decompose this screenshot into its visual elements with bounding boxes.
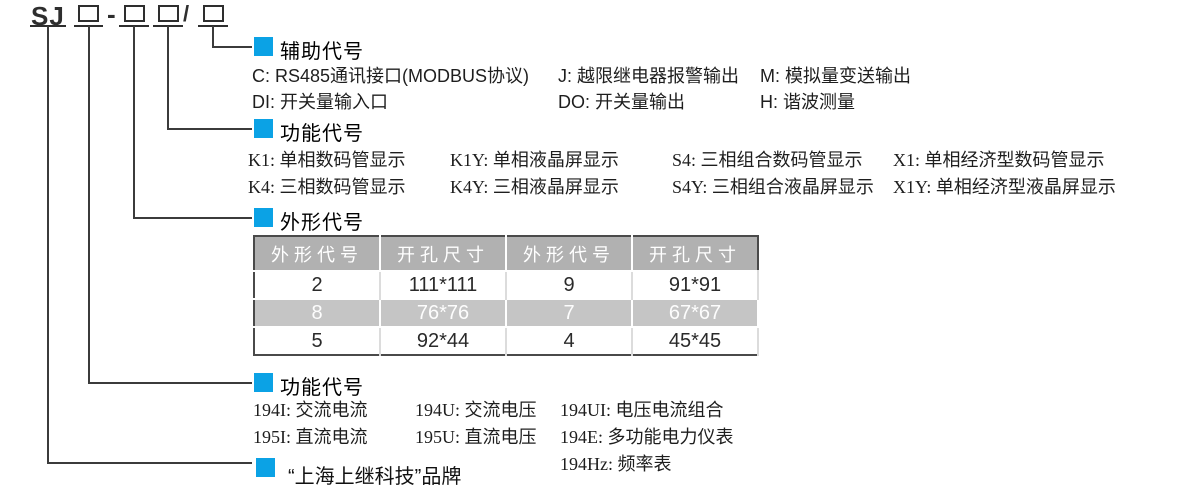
- connector-line-function-type: [88, 382, 252, 384]
- model-code-box-4: [203, 5, 224, 22]
- section-title-auxiliary: 辅助代号: [280, 41, 364, 63]
- function-display-item: K1: 单相数码管显示: [248, 150, 406, 170]
- function-type-item: 194I: 交流电流: [253, 400, 368, 420]
- table-header-cell: 外形代号: [254, 236, 381, 271]
- auxiliary-item: J: 越限继电器报警输出: [558, 66, 740, 86]
- table-row: 2 111*111 9 91*91: [254, 271, 759, 299]
- function-display-column-1: K1: 单相数码管显示 K4: 三相数码管显示: [248, 147, 406, 201]
- function-display-item: K4: 三相数码管显示: [248, 177, 406, 197]
- function-type-item: 194UI: 电压电流组合: [560, 400, 724, 420]
- auxiliary-column-1: C: RS485通讯接口(MODBUS协议) DI: 开关量输入口: [252, 63, 529, 115]
- function-display-item: X1Y: 单相经济型液晶屏显示: [893, 177, 1116, 197]
- function-type-column-3: 194UI: 电压电流组合 194E: 多功能电力仪表 194Hz: 频率表: [560, 397, 734, 478]
- table-header-row: 外形代号 开孔尺寸 外形代号 开孔尺寸: [254, 236, 758, 271]
- table-cell: 91*91: [632, 271, 759, 299]
- function-display-column-2: K1Y: 单相液晶屏显示 K4Y: 三相液晶屏显示: [450, 147, 619, 201]
- auxiliary-item: H: 谐波测量: [760, 92, 856, 112]
- auxiliary-item: C: RS485通讯接口(MODBUS协议): [252, 66, 530, 86]
- function-display-column-3: S4: 三相组合数码管显示 S4Y: 三相组合液晶屏显示: [672, 147, 874, 201]
- function-type-column-2: 194U: 交流电压 195U: 直流电压: [415, 397, 537, 451]
- model-code-box-2: [124, 5, 145, 22]
- function-type-column-1: 194I: 交流电流 195I: 直流电流: [253, 397, 368, 451]
- section-title-function-display: 功能代号: [280, 123, 364, 145]
- table-row: 8 76*76 7 67*67: [254, 299, 759, 327]
- model-code-box-1: [78, 5, 99, 22]
- model-code-slash: /: [183, 1, 190, 26]
- function-type-item: 194Hz: 频率表: [560, 454, 672, 474]
- connector-line-brand: [47, 462, 252, 464]
- section-title-function-type: 功能代号: [280, 377, 364, 399]
- function-display-item: K4Y: 三相液晶屏显示: [450, 177, 619, 197]
- auxiliary-column-3: M: 模拟量变送输出 H: 谐波测量: [760, 63, 911, 115]
- table-header-cell: 外形代号: [506, 236, 633, 271]
- connector-line-function-display: [167, 26, 169, 130]
- blue-square-icon: [254, 208, 273, 227]
- function-display-item: K1Y: 单相液晶屏显示: [450, 150, 619, 170]
- blue-square-icon: [256, 458, 275, 477]
- connector-line-brand: [47, 26, 49, 464]
- auxiliary-item: DO: 开关量输出: [558, 92, 686, 112]
- section-title-shape: 外形代号: [280, 212, 364, 234]
- blue-square-icon: [254, 37, 273, 56]
- connector-line-shape: [133, 26, 135, 219]
- connector-line-auxiliary: [212, 26, 214, 48]
- table-cell: 4: [506, 327, 633, 355]
- table-header-cell: 开孔尺寸: [632, 236, 758, 271]
- table-cell: 76*76: [380, 299, 507, 327]
- function-type-item: 194U: 交流电压: [415, 400, 537, 420]
- connector-line-function-type: [88, 26, 90, 384]
- brand-label: “上海上继科技”品牌: [288, 466, 462, 487]
- blue-square-icon: [254, 373, 273, 392]
- function-type-item: 194E: 多功能电力仪表: [560, 427, 734, 447]
- blue-square-icon: [254, 119, 273, 138]
- auxiliary-column-2: J: 越限继电器报警输出 DO: 开关量输出: [558, 63, 739, 115]
- function-display-item: S4Y: 三相组合液晶屏显示: [672, 177, 874, 197]
- function-display-item: X1: 单相经济型数码管显示: [893, 150, 1105, 170]
- connector-line-shape: [133, 217, 252, 219]
- model-code-box-3: [158, 5, 179, 22]
- table-header-cell: 开孔尺寸: [380, 236, 507, 271]
- connector-line-auxiliary: [212, 46, 252, 48]
- function-type-item: 195U: 直流电压: [415, 427, 537, 447]
- table-cell: 67*67: [632, 299, 759, 327]
- function-display-column-4: X1: 单相经济型数码管显示 X1Y: 单相经济型液晶屏显示: [893, 147, 1116, 201]
- table-cell: 8: [254, 299, 381, 327]
- shape-code-table: 外形代号 开孔尺寸 外形代号 开孔尺寸 2 111*111 9 91*91 8 …: [253, 235, 759, 356]
- table-cell: 5: [254, 327, 381, 355]
- auxiliary-item: DI: 开关量输入口: [252, 92, 389, 112]
- table-cell: 111*111: [380, 271, 507, 299]
- table-cell: 92*44: [380, 327, 507, 355]
- table-cell: 9: [506, 271, 633, 299]
- table-cell: 2: [254, 271, 381, 299]
- function-type-item: 195I: 直流电流: [253, 427, 368, 447]
- table-cell: 7: [506, 299, 633, 327]
- model-code-dash: -: [107, 0, 116, 29]
- table-cell: 45*45: [632, 327, 759, 355]
- auxiliary-item: M: 模拟量变送输出: [760, 66, 911, 86]
- table-row: 5 92*44 4 45*45: [254, 327, 759, 355]
- connector-line-function-display: [167, 128, 252, 130]
- function-display-item: S4: 三相组合数码管显示: [672, 150, 863, 170]
